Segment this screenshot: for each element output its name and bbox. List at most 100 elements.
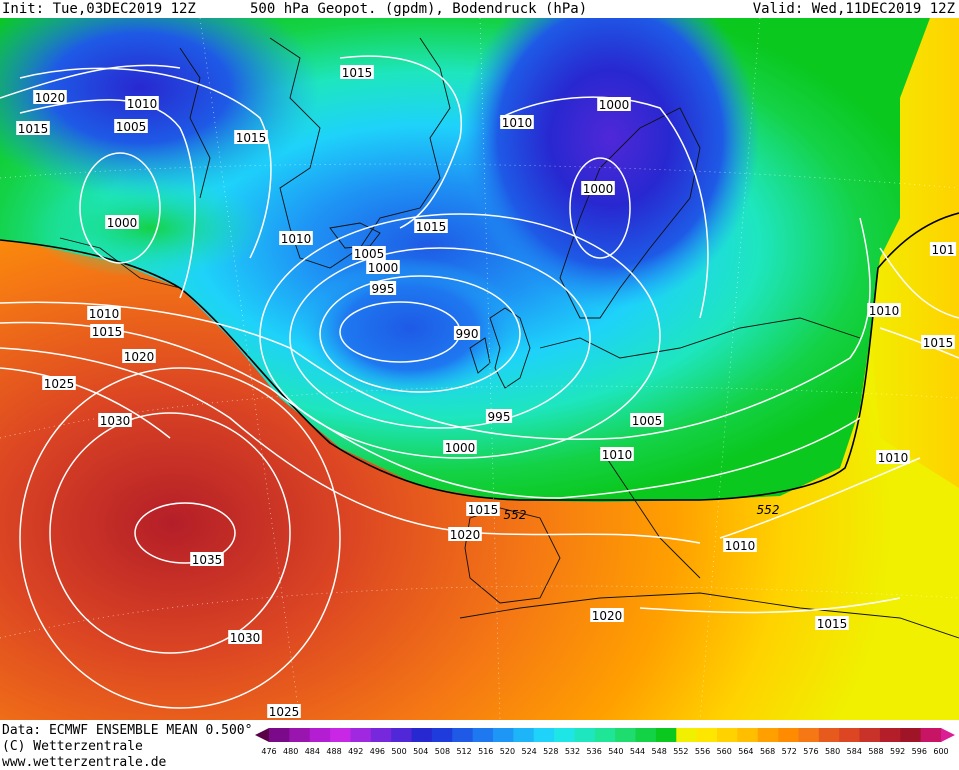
legend-tick-label: 496	[370, 747, 385, 756]
svg-text:1020: 1020	[592, 609, 623, 623]
svg-text:1030: 1030	[230, 631, 261, 645]
svg-text:1005: 1005	[354, 247, 385, 261]
isobar-1010-north	[499, 96, 709, 319]
weather-map: 1020101510101005101510151010100010001000…	[0, 18, 959, 720]
isobar-1020-west	[0, 64, 181, 99]
isobar-1015-africa	[639, 597, 901, 614]
pressure-label: 1015	[234, 130, 268, 145]
pressure-label: 1010	[600, 447, 634, 462]
legend-tick-label: 536	[587, 747, 602, 756]
legend-tick-label: 548	[652, 747, 667, 756]
legend-swatch	[309, 728, 331, 742]
legend-tick-label: 512	[456, 747, 471, 756]
legend-tick-label: 532	[565, 747, 580, 756]
pressure-label: 995	[485, 409, 513, 424]
isobar-1010-south	[719, 457, 921, 539]
legend-swatch	[350, 728, 372, 742]
isobar-1010-east	[879, 247, 959, 319]
legend-swatch	[452, 728, 474, 742]
pressure-label: 1015	[921, 335, 955, 350]
iceland-coast	[329, 222, 381, 249]
legend-swatch	[696, 728, 718, 742]
svg-text:1020: 1020	[35, 91, 66, 105]
legend-tick-label: 492	[348, 747, 363, 756]
legend-swatch	[615, 728, 637, 742]
pressure-label: 1010	[279, 231, 313, 246]
iberia-coast	[464, 507, 561, 604]
pressure-label: 1000	[581, 181, 615, 196]
legend-tick-label: 480	[283, 747, 298, 756]
isobar-1010	[0, 217, 871, 440]
isobar-1005-west	[19, 99, 196, 299]
svg-text:1015: 1015	[236, 131, 267, 145]
pressure-label: 1010	[723, 538, 757, 553]
svg-text:101: 101	[932, 243, 955, 257]
legend-swatch	[778, 728, 799, 742]
pressure-label: 995	[369, 281, 397, 296]
pressure-label: 1030	[228, 630, 262, 645]
legend-swatch	[655, 728, 677, 742]
svg-text:1010: 1010	[281, 232, 312, 246]
pressure-label: 1015	[16, 121, 50, 136]
pressure-label: 1010	[876, 450, 910, 465]
svg-text:1015: 1015	[416, 220, 447, 234]
legend-swatch	[493, 728, 514, 742]
svg-text:990: 990	[456, 327, 479, 341]
pressure-label: 1005	[114, 119, 148, 134]
legend-tick-label: 560	[717, 747, 732, 756]
svg-text:1020: 1020	[124, 350, 155, 364]
svg-text:1015: 1015	[923, 336, 954, 350]
pressure-label: 1010	[87, 306, 121, 321]
legend-tick-label: 596	[912, 747, 927, 756]
legend-tick-label: 484	[305, 747, 320, 756]
legend-tick-label: 552	[673, 747, 688, 756]
legend-tick-label: 544	[630, 747, 645, 756]
isobar-1015-north	[339, 55, 462, 229]
legend-swatch	[900, 728, 922, 742]
isobar-1000-scandinavia	[569, 157, 631, 259]
legend-tick-label: 520	[500, 747, 515, 756]
data-source: Data: ECMWF ENSEMBLE MEAN 0.500°	[2, 723, 253, 738]
legend-swatch	[818, 728, 840, 742]
svg-text:1010: 1010	[725, 539, 756, 553]
legend-swatch	[513, 728, 535, 742]
legend-swatch	[757, 728, 779, 742]
isobar-1025-north	[0, 367, 171, 439]
website: www.wetterzentrale.de	[2, 755, 167, 770]
legend-swatch	[920, 728, 942, 742]
pressure-label: 1005	[352, 246, 386, 261]
pressure-label: 1020	[448, 527, 482, 542]
isobar-1020	[0, 347, 701, 544]
svg-text:1010: 1010	[878, 451, 909, 465]
pressure-label: 1000	[366, 260, 400, 275]
baffin-coast	[179, 47, 211, 199]
isobar-1015-south	[0, 321, 861, 499]
legend-tick-label: 576	[803, 747, 818, 756]
svg-text:1025: 1025	[269, 705, 300, 719]
isobar-1035	[134, 502, 236, 564]
pressure-label: 1025	[42, 376, 76, 391]
isobar-1000-west	[79, 152, 161, 264]
legend-tick-label: 592	[890, 747, 905, 756]
pressure-label: 1000	[443, 440, 477, 455]
legend-swatch	[289, 728, 311, 742]
copyright: (C) Wetterzentrale	[2, 739, 143, 754]
legend-tick-label: 488	[326, 747, 341, 756]
svg-text:1005: 1005	[116, 120, 147, 134]
svg-text:1010: 1010	[869, 304, 900, 318]
graticule	[0, 18, 959, 720]
legend-tick-label: 504	[413, 747, 428, 756]
west-green-area	[30, 178, 270, 278]
svg-text:1015: 1015	[468, 503, 499, 517]
svg-text:1015: 1015	[18, 122, 49, 136]
legend-tick-label: 508	[435, 747, 450, 756]
pressure-label: 1015	[90, 324, 124, 339]
legend-tick-label: 500	[391, 747, 406, 756]
legend-tick-label: 516	[478, 747, 493, 756]
legend-swatch	[839, 728, 861, 742]
legend-swatch	[411, 728, 433, 742]
svg-text:1010: 1010	[89, 307, 120, 321]
britain-coast	[489, 307, 531, 389]
legend-swatch	[635, 728, 657, 742]
svg-text:1020: 1020	[450, 528, 481, 542]
